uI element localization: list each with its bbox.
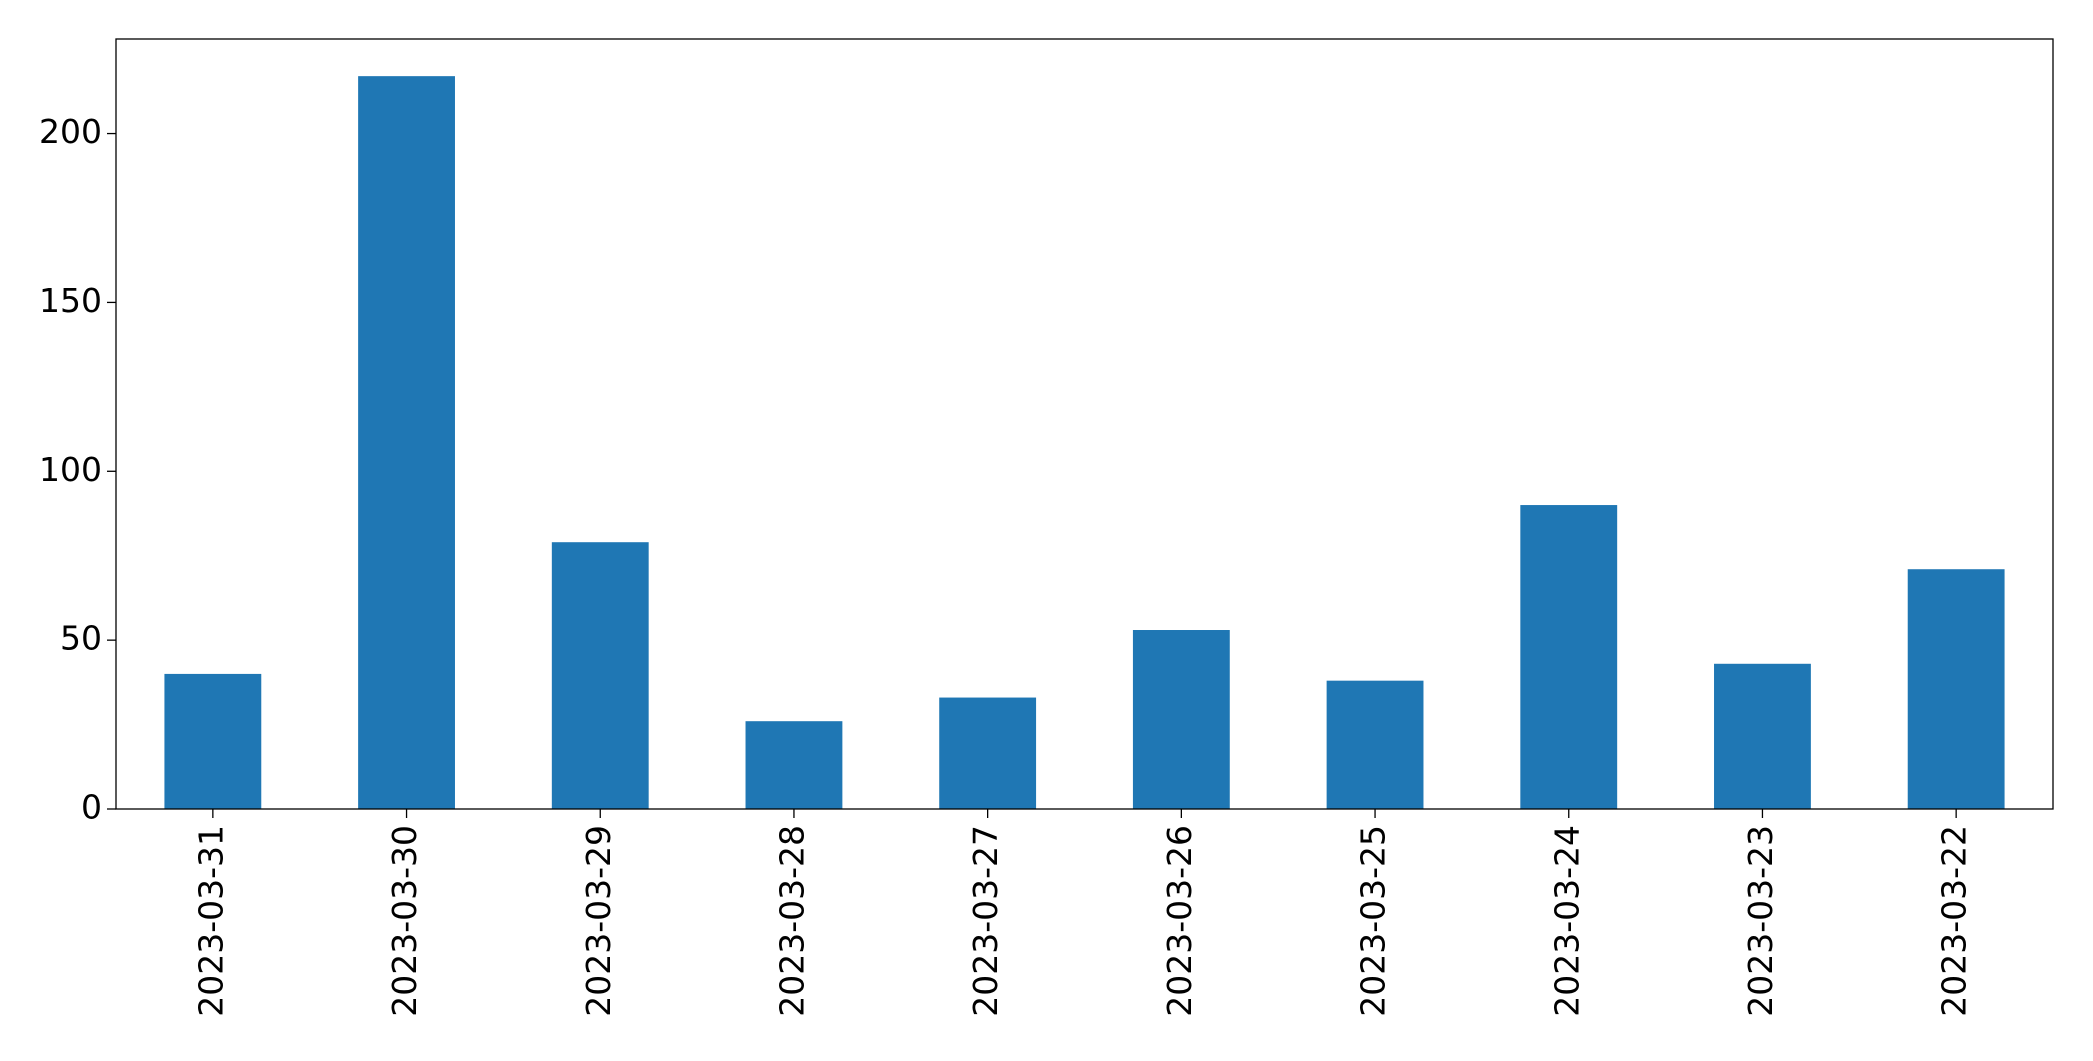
bar: [1714, 663, 1811, 809]
x-tick-label: 2023-03-27: [966, 825, 1005, 1017]
bar: [358, 76, 455, 810]
x-tick-label: 2023-03-23: [1741, 825, 1780, 1017]
bar: [1326, 680, 1424, 809]
x-tick-label: 2023-03-25: [1354, 825, 1393, 1017]
plot-frame: [115, 38, 2054, 810]
x-tick-label: 2023-03-31: [191, 825, 230, 1017]
x-tick-label: 2023-03-28: [772, 825, 811, 1017]
y-tick-label: 50: [60, 619, 102, 658]
y-tick-label: 200: [39, 112, 102, 151]
bar: [1132, 630, 1230, 809]
bar: [745, 721, 843, 809]
bar: [1907, 569, 2005, 809]
x-tick-label: 2023-03-30: [385, 825, 424, 1017]
y-tick-label: 100: [39, 450, 102, 489]
bar: [164, 673, 262, 809]
x-tick-label: 2023-03-24: [1547, 825, 1586, 1017]
bar: [551, 542, 649, 809]
y-tick-label: 0: [81, 788, 102, 827]
bar: [1520, 505, 1618, 809]
x-tick-label: 2023-03-26: [1160, 825, 1199, 1017]
bar: [939, 697, 1037, 809]
x-tick-label: 2023-03-22: [1935, 825, 1974, 1017]
x-tick-label: 2023-03-29: [579, 825, 618, 1017]
y-tick-label: 150: [39, 281, 102, 320]
